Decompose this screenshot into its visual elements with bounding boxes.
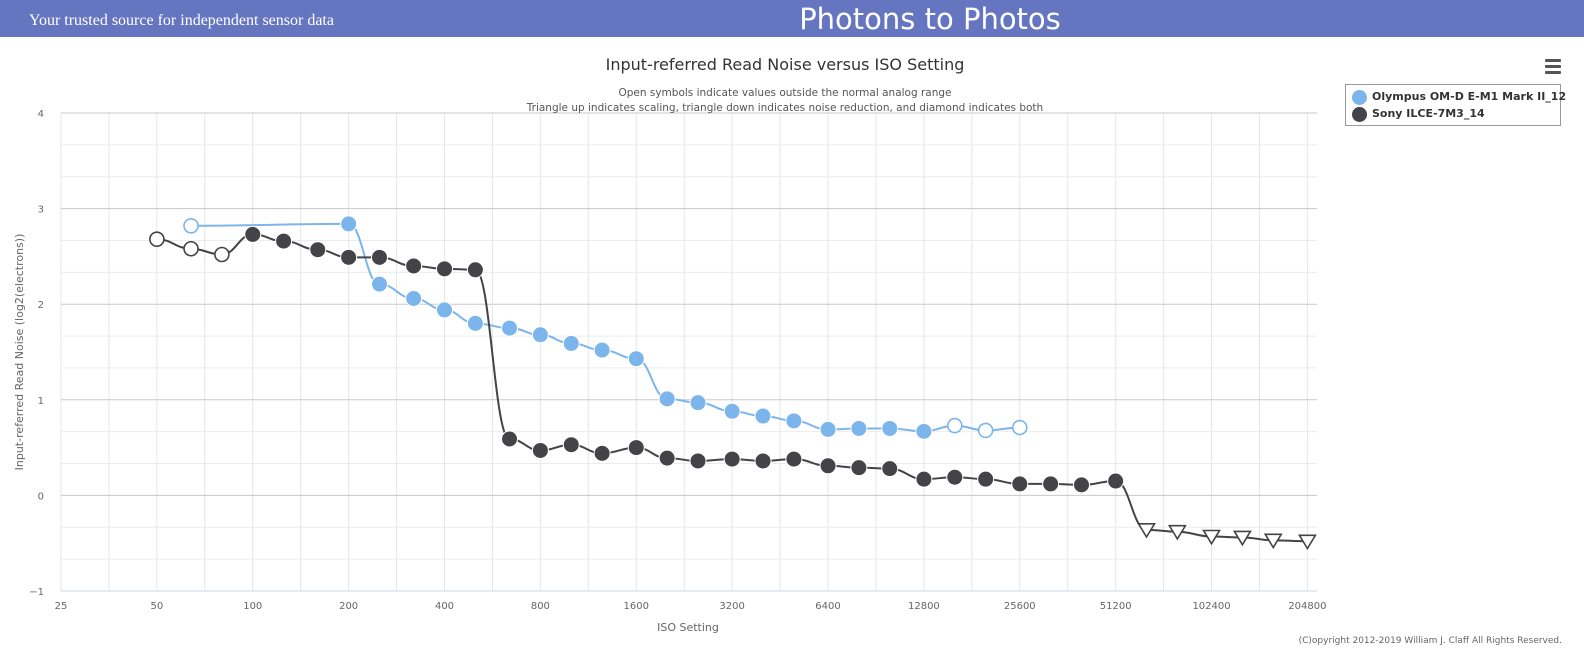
data-point — [436, 301, 454, 319]
x-tick-label: 6400 — [815, 601, 840, 612]
data-point — [466, 314, 484, 332]
data-point-open — [946, 417, 963, 434]
y-axis-label: Input-referred Read Noise (log2(electron… — [13, 234, 26, 471]
x-tick-label: 12800 — [908, 601, 940, 612]
y-tick-label: 0 — [38, 491, 44, 502]
data-point — [405, 289, 423, 307]
data-point — [370, 275, 388, 293]
x-tick-label: 50 — [151, 601, 164, 612]
data-point — [754, 452, 772, 470]
data-point-triangle-down — [1297, 534, 1317, 551]
data-point — [881, 419, 899, 437]
y-tick-label: 4 — [38, 109, 44, 120]
data-point — [1042, 475, 1060, 493]
x-tick-label: 800 — [531, 601, 550, 612]
data-point — [244, 225, 262, 243]
x-tick-label: 100 — [243, 601, 262, 612]
y-tick-label: 2 — [38, 300, 44, 311]
data-point — [689, 394, 707, 412]
data-point — [275, 232, 293, 250]
y-tick-label: −1 — [29, 587, 44, 598]
data-point — [370, 248, 388, 266]
x-tick-label: 400 — [435, 601, 454, 612]
data-point — [436, 260, 454, 278]
legend-swatch-olympus — [1352, 90, 1367, 105]
data-point — [723, 450, 741, 468]
data-point — [850, 459, 868, 477]
axis-layer: −1 0 1 2 3 4 25 50 100 200 400 800 1600 3200 6400 12800… — [29, 109, 1326, 612]
x-tick-label: 204800 — [1288, 601, 1326, 612]
x-tick-label: 200 — [339, 601, 358, 612]
y-tick-label: 3 — [38, 205, 44, 216]
data-point — [785, 450, 803, 468]
data-point — [501, 319, 519, 337]
grid-layer — [60, 112, 1317, 592]
data-point — [1011, 475, 1029, 493]
data-point — [819, 420, 837, 438]
chart-title: Input-referred Read Noise versus ISO Set… — [606, 55, 965, 74]
data-point — [466, 261, 484, 279]
chart-legend: Olympus OM-D E-M1 Mark II_12 Sony ILCE-7… — [1345, 84, 1566, 126]
legend-swatch-sony — [1352, 107, 1367, 122]
data-point-triangle-down — [1232, 530, 1252, 547]
data-point-open — [214, 246, 230, 263]
data-point — [531, 326, 549, 344]
site-title[interactable]: Photons to Photos — [799, 2, 1061, 36]
data-point-triangle-down — [1202, 529, 1221, 546]
series-layer — [149, 215, 1317, 551]
data-point — [754, 407, 772, 425]
data-point — [977, 470, 995, 488]
data-point — [658, 449, 676, 467]
chart-subtitle-line-1: Open symbols indicate values outside the… — [618, 87, 951, 99]
legend-label-sony: Sony ILCE-7M3_14 — [1372, 107, 1485, 120]
data-point — [501, 430, 519, 448]
chart-subtitle-line-2: Triangle up indicates scaling, triangle … — [526, 102, 1043, 114]
data-point-open — [149, 231, 165, 247]
data-point — [658, 390, 676, 408]
x-tick-label: 25600 — [1004, 601, 1036, 612]
data-point-open — [1011, 419, 1028, 436]
y-tick-label: 1 — [38, 396, 44, 407]
data-point — [723, 402, 741, 420]
x-tick-label: 25 — [55, 601, 68, 612]
legend-label-olympus: Olympus OM-D E-M1 Mark II_12 — [1372, 90, 1567, 103]
data-point — [593, 444, 611, 462]
copyright-notice: (C)opyright 2012-2019 William J. Claff A… — [1298, 636, 1562, 646]
data-point — [881, 460, 899, 478]
data-point — [405, 257, 423, 275]
top-banner: Your trusted source for independent sens… — [0, 0, 1584, 37]
data-point — [562, 436, 580, 454]
data-point-triangle-down — [1137, 523, 1156, 539]
data-point-open — [977, 422, 994, 439]
data-point — [915, 422, 933, 440]
data-point — [946, 468, 964, 486]
data-point — [915, 470, 933, 488]
hamburger-menu-icon[interactable] — [1543, 57, 1563, 75]
data-point — [850, 419, 868, 437]
data-point-open — [183, 218, 199, 234]
data-point — [531, 441, 549, 459]
data-point — [689, 452, 707, 470]
data-point — [627, 350, 645, 368]
data-point-open — [183, 240, 199, 257]
data-point — [627, 439, 645, 457]
data-point — [340, 215, 358, 233]
data-point — [593, 341, 611, 359]
data-point — [562, 334, 580, 352]
data-point — [1107, 472, 1125, 490]
data-point — [1073, 476, 1091, 494]
x-tick-label: 51200 — [1100, 601, 1132, 612]
data-point-triangle-down — [1263, 533, 1283, 550]
data-point — [309, 241, 327, 259]
x-tick-label: 3200 — [719, 601, 744, 612]
data-point — [340, 248, 358, 266]
x-tick-label: 1600 — [624, 601, 649, 612]
data-point — [819, 457, 837, 475]
x-axis-label: ISO Setting — [657, 621, 719, 634]
x-tick-label: 102400 — [1192, 601, 1230, 612]
data-point-triangle-down — [1167, 524, 1187, 541]
site-tagline: Your trusted source for independent sens… — [29, 12, 334, 29]
data-point — [785, 412, 803, 430]
